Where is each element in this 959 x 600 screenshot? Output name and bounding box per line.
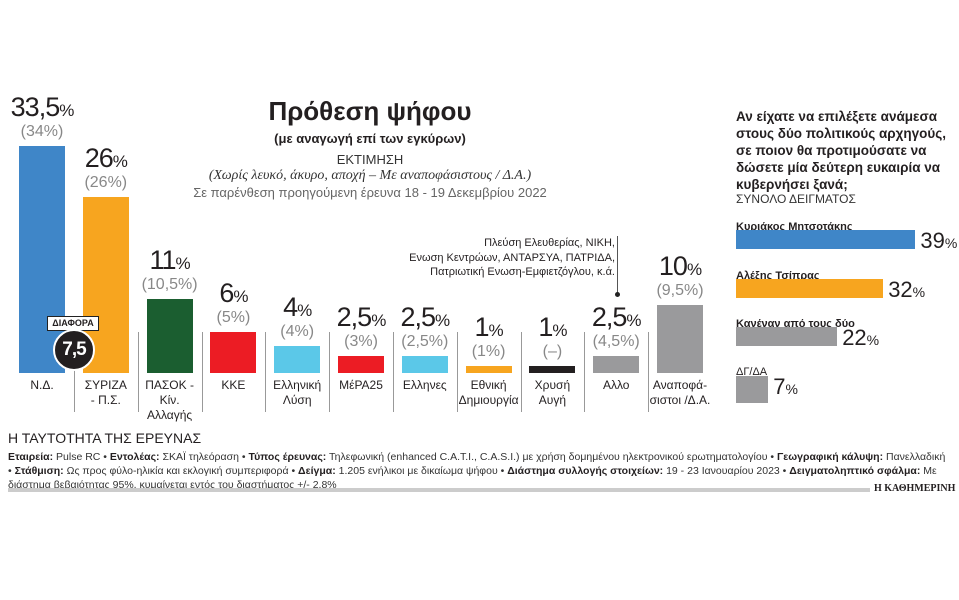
option-bar-0: [736, 230, 916, 249]
survey-details: Εταιρεία: Pulse RC • Εντολέας: ΣΚΑΪ τηλε…: [8, 451, 946, 491]
category-label: Αλλο: [602, 378, 630, 392]
footer-rule: [8, 488, 870, 492]
second-chance-question: Αν είχατε να επιλέξετε ανάμεσα στους δύο…: [736, 109, 947, 192]
category-label: Ν.Δ.: [30, 378, 54, 392]
bar-9: [593, 356, 640, 373]
option-value: 7%: [773, 374, 798, 399]
category-label: Ελληνική Λύση: [273, 378, 322, 407]
value-label: 1%: [538, 312, 567, 343]
survey-value: 1.205 ενήλικοι με δικαίωμα ψήφου: [335, 465, 498, 477]
previous-note: Σε παρένθεση προηγούμενη έρευνα 18 - 19 …: [193, 185, 547, 200]
survey-key: Διάστημα συλλογής στοιχείων:: [507, 465, 664, 477]
previous-label: (26%): [84, 173, 128, 191]
chart-title: Πρόθεση ψήφου: [268, 96, 472, 126]
previous-label: (9,5%): [656, 282, 704, 300]
option-value: 32%: [888, 277, 926, 302]
value-label: 6%: [219, 278, 248, 309]
column-divider: [201, 332, 203, 412]
column-divider: [329, 332, 331, 412]
category-label: Ελληνες: [402, 378, 447, 392]
survey-key: Γεωγραφική κάλυψη:: [776, 451, 884, 463]
value-label: 1%: [474, 312, 504, 343]
brand-logo: Η ΚΑΘΗΜΕΡΙΝΗ: [874, 483, 956, 494]
survey-value: Pulse RC: [53, 451, 101, 463]
option-bar-1: [736, 279, 884, 298]
leader-dot: [615, 292, 620, 297]
value-label: 2,5%: [400, 302, 450, 333]
column-divider: [265, 332, 267, 412]
category-label: ΠΑΣΟΚ - Κίν. Αλλαγής: [145, 378, 194, 422]
previous-label: (34%): [20, 123, 64, 141]
survey-value: Ως προς φύλο-ηλικία και εκλογική συμπερι…: [63, 465, 289, 477]
value-label: 26%: [84, 142, 128, 173]
survey-key: Δείγμα:: [298, 465, 336, 477]
column-divider: [73, 332, 75, 412]
option-value: 22%: [842, 325, 880, 350]
chart-subtitle: (με αναγωγή επί των εγκύρων): [274, 131, 466, 146]
bar-6: [401, 356, 448, 373]
survey-key: Εντολέας:: [109, 451, 160, 463]
previous-label: (5%): [216, 309, 251, 327]
value-label: 4%: [283, 291, 312, 322]
second-chance-subtitle: ΣΥΝΟΛΟ ΔΕΙΓΜΑΤΟΣ: [736, 192, 856, 206]
survey-value: ΣΚΑΪ τηλεόραση: [159, 451, 239, 463]
column-divider: [456, 332, 458, 412]
previous-label: (4,5%): [592, 333, 640, 351]
category-label: Αναποφά-σιστοι /Δ.Α.: [649, 378, 711, 407]
value-label: 33,5%: [10, 92, 75, 123]
difference-badge: ΔΙΑΦΟΡΑ 7,5: [47, 316, 99, 380]
previous-label: (1%): [471, 343, 506, 361]
bar-10: [657, 305, 703, 373]
survey-key: Δειγματοληπτικό σφάλμα:: [789, 465, 921, 477]
category-label: Εθνική Δημιουργία: [458, 378, 519, 407]
bar-4: [274, 345, 321, 373]
category-label: ΜέΡΑ25: [339, 378, 383, 392]
others-line: Πατριωτική Ενωση-Εμφιετζόγλου, κ.ά.: [430, 266, 615, 278]
difference-value: 7,5: [53, 329, 95, 371]
estimate-label: ΕΚΤΙΜΗΣΗ: [336, 152, 404, 167]
value-label: 11%: [149, 244, 191, 275]
survey-key: Τύπος έρευνας:: [248, 451, 327, 463]
previous-label: (4%): [280, 322, 315, 340]
survey-key: Στάθμιση:: [14, 465, 64, 477]
column-divider: [584, 332, 586, 412]
option-label: ΔΓ/ΔΑ: [736, 366, 768, 378]
column-divider: [137, 332, 139, 412]
bar-5: [338, 356, 384, 373]
column-divider: [648, 332, 650, 412]
survey-value: 19 - 23 Ιανουαρίου 2023: [663, 465, 780, 477]
option-bar-2: [736, 327, 838, 346]
others-line: Πλεύση Ελευθερίας, ΝΙΚΗ,: [484, 237, 615, 249]
bar-7: [465, 366, 512, 373]
column-divider: [392, 332, 394, 412]
previous-label: (3%): [344, 333, 378, 351]
category-label: ΚΚΕ: [221, 378, 246, 392]
value-label: 2,5%: [336, 302, 387, 333]
bar-8: [529, 366, 576, 373]
category-label: ΣΥΡΙΖΑ - Π.Σ.: [84, 378, 127, 407]
chart-note: (Χωρίς λευκό, άκυρο, αποχή – Με αναποφάσ…: [208, 168, 532, 183]
bar-2: [146, 298, 193, 373]
leader-line: [617, 236, 618, 294]
survey-value: Πανελλαδική: [883, 451, 946, 463]
previous-label: (10,5%): [141, 275, 198, 293]
value-label: 2,5%: [591, 302, 642, 333]
previous-label: (2,5%): [401, 333, 449, 351]
previous-label: (–): [542, 343, 563, 361]
others-line: Ενωση Κεντρώων, ΑΝΤΑΡΣΥΑ, ΠΑΤΡΙΔΑ,: [409, 251, 615, 264]
bar-3: [210, 332, 257, 373]
value-label: 10%: [658, 251, 702, 282]
others-annotation: Πλεύση Ελευθερίας, ΝΙΚΗ, Ενωση Κεντρώων,…: [390, 236, 615, 280]
survey-value: Τηλεφωνική (enhanced C.A.T.I., C.A.S.I.)…: [326, 451, 768, 463]
survey-title: Η ΤΑΥΤΟΤΗΤΑ ΤΗΣ ΕΡΕΥΝΑΣ: [8, 430, 202, 446]
option-value: 39%: [920, 228, 958, 253]
survey-key: Εταιρεία:: [8, 451, 54, 463]
category-label: Χρυσή Αυγή: [534, 378, 571, 407]
column-divider: [520, 332, 522, 412]
option-bar-3: [736, 376, 769, 403]
